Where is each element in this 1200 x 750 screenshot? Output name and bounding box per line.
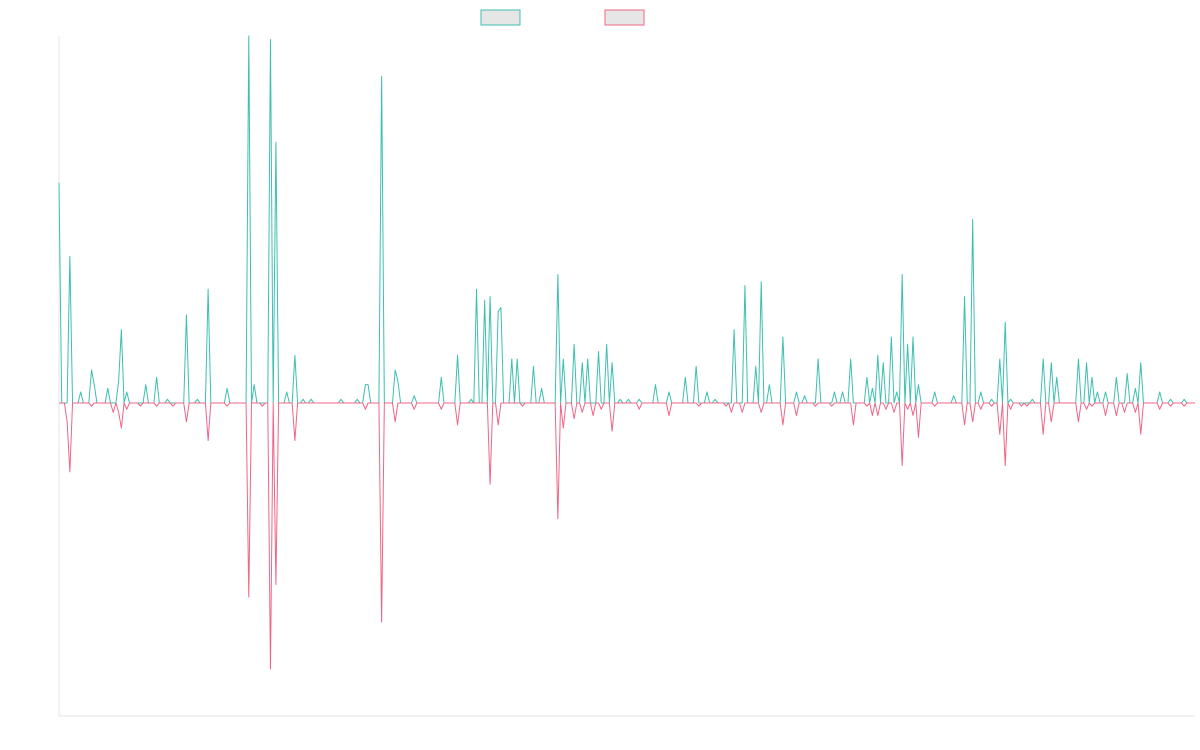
series-line-1: [58, 35, 1195, 404]
legend-swatch-1[interactable]: [480, 9, 521, 26]
legend-swatch-2[interactable]: [604, 9, 645, 26]
series-layer: [58, 35, 1195, 670]
legend: [480, 9, 645, 26]
series-line-2: [59, 402, 1195, 670]
